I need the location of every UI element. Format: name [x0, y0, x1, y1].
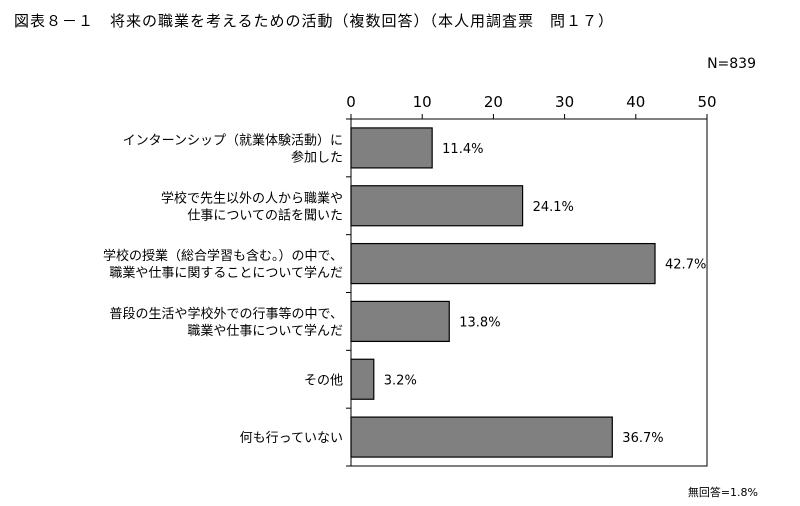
category-label: 参加した — [291, 149, 343, 165]
data-label: 36.7% — [622, 431, 663, 446]
data-label: 3.2% — [384, 373, 417, 388]
bar — [350, 127, 433, 169]
data-label: 11.4% — [442, 142, 483, 157]
category-label: 普段の生活や学校外での行事等の中で、 — [110, 306, 343, 322]
category-label: インターンシップ（就業体験活動）に — [123, 132, 343, 148]
x-tick-label: 10 — [413, 93, 432, 111]
category-label: 学校の授業（総合学習も含む。）の中で、 — [103, 248, 343, 264]
category-label: 仕事についての話を聞いた — [187, 207, 343, 223]
sample-size-label: N=839 — [707, 56, 756, 72]
x-tick-label: 40 — [626, 93, 645, 111]
x-axis-ticks: 0 10 20 30 40 50 — [346, 93, 717, 119]
data-labels: 11.4% 24.1% 42.7% 13.8% 3.2% 36.7% — [384, 142, 707, 446]
plot-area-border — [350, 118, 708, 467]
category-labels: インターンシップ（就業体験活動）に参加した学校で先生以外の人から職業や仕事につい… — [103, 132, 343, 446]
data-label: 13.8% — [459, 315, 500, 330]
category-label: 何も行っていない — [240, 430, 343, 446]
no-answer-note: 無回答=1.8% — [687, 486, 758, 499]
chart-title: 図表８－１ 将来の職業を考えるための活動（複数回答）（本人用調査票 問１７） — [14, 12, 615, 30]
bar — [350, 358, 375, 400]
bars — [350, 127, 656, 458]
bar — [350, 300, 450, 343]
category-label: 学校で先生以外の人から職業や — [161, 190, 343, 206]
x-tick-label: 30 — [555, 93, 574, 111]
x-tick-label: 20 — [484, 93, 503, 111]
data-label: 24.1% — [533, 200, 574, 215]
bar — [350, 242, 656, 285]
plot-frame — [346, 118, 708, 467]
category-label: 職業や仕事について学んだ — [187, 323, 343, 339]
x-tick-label: 50 — [697, 93, 716, 111]
data-label: 42.7% — [665, 258, 706, 273]
bar — [350, 416, 613, 458]
x-tick-label: 0 — [346, 93, 356, 111]
category-label: その他 — [304, 373, 343, 388]
bar — [350, 185, 524, 227]
category-label: 職業や仕事に関することについて学んだ — [109, 265, 343, 281]
